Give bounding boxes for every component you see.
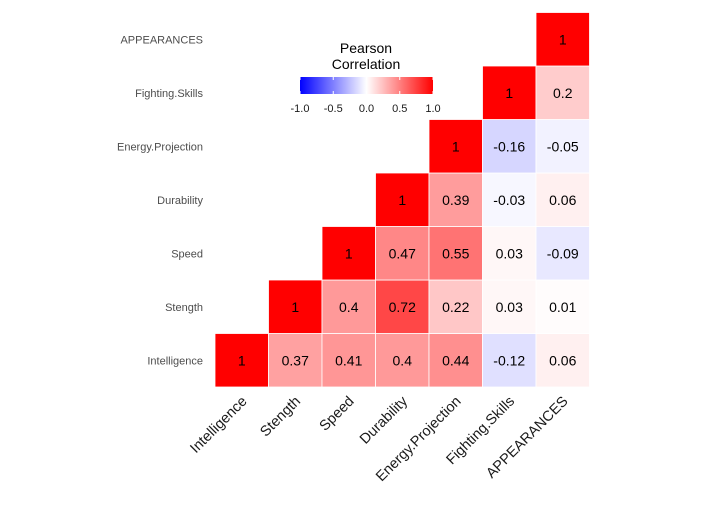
cell-value-label: 0.03	[496, 299, 523, 315]
cell-value-label: 0.55	[442, 245, 469, 261]
cell-value-label: 0.22	[442, 299, 469, 315]
heatmap-cell-energy-projection-energy-projection	[428, 119, 483, 174]
y-tick-label-intelligence: Intelligence	[147, 355, 203, 367]
y-tick-label-durability: Durability	[157, 195, 203, 207]
cell-value-label: 0.4	[339, 299, 359, 315]
cell-value-label: -0.16	[493, 138, 525, 154]
legend-title-line-1: Pearson	[340, 40, 392, 56]
legend-tick-label: -0.5	[324, 103, 343, 115]
heatmap-cell-energy-projection-durability	[428, 172, 483, 227]
heatmap-cell-fighting-skills-speed	[482, 226, 537, 281]
heatmap-cell-durability-intelligence	[375, 333, 430, 388]
heatmap-cell-stength-intelligence	[268, 333, 323, 388]
cell-value-label: 1	[559, 31, 567, 47]
legend-tick-label: 0.5	[392, 103, 407, 115]
legend-title-line-2: Correlation	[332, 56, 400, 72]
cell-value-label: 0.4	[393, 352, 413, 368]
heatmap-cells: 1 0.37 0.41 0.4 0.44 -0.12 0.06 1 0.4 0.72 0.22 0.0…	[214, 12, 590, 388]
heatmap-cell-fighting-skills-stength	[482, 279, 537, 334]
cell-value-label: 0.44	[442, 352, 469, 368]
heatmap-cell-fighting-skills-durability	[482, 172, 537, 227]
y-tick-label-fighting-skills: Fighting.Skills	[135, 88, 203, 100]
heatmap-cell-appearances-appearances	[535, 12, 590, 67]
heatmap-cell-appearances-intelligence	[535, 333, 590, 388]
cell-value-label: 0.47	[389, 245, 416, 261]
heatmap-cell-durability-durability	[375, 172, 430, 227]
heatmap-cell-fighting-skills-intelligence	[482, 333, 537, 388]
cell-value-label: 0.03	[496, 245, 523, 261]
cell-value-label: 0.2	[553, 85, 573, 101]
cell-value-label: 1	[345, 245, 353, 261]
cell-value-label: 1	[505, 85, 513, 101]
x-tick-label-durability: Durability	[357, 393, 412, 448]
cell-value-label: -0.05	[547, 138, 579, 154]
cell-value-label: 0.37	[282, 352, 309, 368]
cell-value-label: 1	[291, 299, 299, 315]
legend-ticks: -1.0 -0.5 0.0 0.5 1.0	[291, 77, 441, 115]
heatmap-cell-durability-stength	[375, 279, 430, 334]
cell-value-label: -0.12	[493, 352, 525, 368]
cell-value-label: -0.03	[493, 192, 525, 208]
cell-value-label: 0.01	[549, 299, 576, 315]
heatmap-cell-appearances-energy-projection	[535, 119, 590, 174]
cell-value-label: -0.09	[547, 245, 579, 261]
legend-color-bar	[300, 77, 433, 94]
cell-value-label: 0.06	[549, 352, 576, 368]
heatmap-cell-energy-projection-intelligence	[428, 333, 483, 388]
x-tick-label-intelligence: Intelligence	[187, 394, 250, 457]
cell-value-label: 0.39	[442, 192, 469, 208]
y-tick-label-stength: Stength	[165, 302, 203, 314]
y-tick-label-energy-projection: Energy.Projection	[117, 141, 203, 153]
heatmap-cell-appearances-fighting-skills	[535, 65, 590, 120]
cell-value-label: 1	[398, 192, 406, 208]
heatmap-cell-speed-speed	[321, 226, 376, 281]
x-tick-label-stength: Stength	[257, 394, 304, 441]
heatmap-cell-speed-stength	[321, 279, 376, 334]
heatmap-cell-stength-stength	[268, 279, 323, 334]
heatmap-cell-intelligence-intelligence	[214, 333, 269, 388]
legend-tick-label: -1.0	[291, 103, 310, 115]
x-tick-label-speed: Speed	[317, 394, 358, 435]
legend-tick-label: 1.0	[425, 103, 440, 115]
x-axis-tick-labels: Intelligence Stength Speed DurabilityEnergy…	[187, 393, 571, 485]
y-tick-label-appearances: APPEARANCES	[120, 34, 203, 46]
cell-value-label: 1	[452, 138, 460, 154]
heatmap-cell-energy-projection-speed	[428, 226, 483, 281]
color-legend: Pearson Correlation -1.0 -0.5 0.0 0.5 1.0	[291, 40, 441, 115]
cell-value-label: 0.41	[335, 352, 362, 368]
y-axis-tick-labels: Intelligence Stength Speed Durability Energy…	[117, 34, 204, 367]
heatmap-cell-appearances-stength	[535, 279, 590, 334]
legend-tick-label: 0.0	[359, 103, 374, 115]
y-tick-label-speed: Speed	[171, 248, 203, 260]
cell-value-label: 0.72	[389, 299, 416, 315]
cell-value-label: 0.06	[549, 192, 576, 208]
cell-value-label: 1	[238, 352, 246, 368]
heatmap-cell-appearances-speed	[535, 226, 590, 281]
